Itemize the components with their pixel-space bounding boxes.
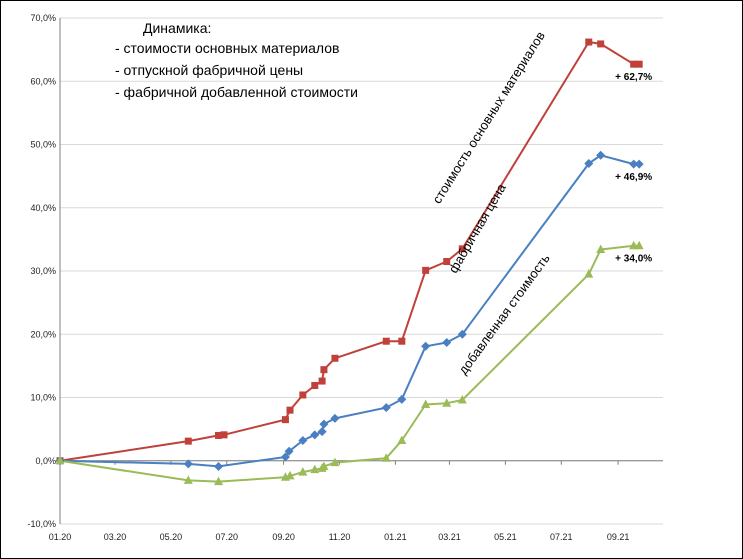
data-point [330, 413, 340, 423]
data-label-end: + 34,0% [615, 254, 652, 265]
data-label-end: + 46,9% [615, 172, 652, 183]
data-point [319, 461, 329, 470]
data-point [330, 457, 340, 467]
data-point [220, 431, 228, 439]
y-tick-label: -10,0% [27, 519, 56, 529]
data-point [421, 341, 431, 351]
series-name-label: стоимость основных материалов [429, 29, 548, 207]
data-point [311, 381, 319, 389]
data-point [280, 452, 290, 462]
data-point [286, 406, 294, 414]
x-tick-label: 09.21 [607, 532, 630, 542]
markers-group [55, 38, 644, 486]
data-point [299, 391, 307, 399]
y-tick-label: 0,0% [35, 456, 56, 466]
series-line-2 [59, 244, 640, 483]
data-point [596, 150, 606, 160]
data-point [422, 266, 430, 274]
y-tick-label: 50,0% [30, 140, 56, 150]
data-point [596, 244, 606, 253]
y-tick-label: 40,0% [30, 203, 56, 213]
data-point [382, 337, 390, 345]
data-point [398, 337, 406, 345]
data-point [597, 40, 605, 48]
legend-line-2: - отпускной фабричной цены [115, 62, 303, 78]
data-point [585, 38, 593, 46]
y-tick-label: 70,0% [30, 13, 56, 23]
data-point [630, 60, 638, 68]
y-tick-label: 60,0% [30, 76, 56, 86]
series-line-0 [59, 41, 640, 462]
x-tick-label: 11.20 [329, 532, 351, 542]
legend-line-3: - фабричной добавленной стоимости [115, 84, 358, 100]
data-point [381, 453, 391, 462]
data-point [55, 455, 65, 465]
data-point [281, 416, 289, 424]
data-point [318, 377, 326, 385]
data-point [310, 430, 320, 440]
data-point [381, 403, 391, 413]
data-point [629, 159, 639, 169]
x-tick-label: 05.20 [160, 532, 183, 542]
series-group [59, 41, 640, 483]
data-point [421, 399, 431, 408]
data-point [298, 436, 308, 446]
x-tick-label: 01.21 [384, 532, 407, 542]
x-tick-label: 05.21 [494, 532, 517, 542]
data-point [634, 240, 644, 250]
data-point [183, 475, 193, 484]
data-point [635, 60, 643, 68]
x-tick-label: 03.21 [438, 532, 461, 542]
data-point [215, 431, 223, 439]
data-point [457, 329, 467, 339]
y-tick-label: 10,0% [30, 393, 56, 403]
x-tick-label: 03.20 [104, 532, 127, 542]
data-point [319, 419, 329, 429]
data-point [183, 459, 193, 469]
data-point [397, 394, 407, 404]
data-point [284, 446, 294, 456]
data-point [443, 258, 451, 266]
data-point [285, 470, 295, 480]
y-tick-label: 30,0% [30, 266, 56, 276]
data-point [442, 337, 452, 347]
data-point [320, 366, 328, 374]
series-name-label: фабричная цена [445, 180, 509, 275]
data-point [298, 467, 308, 476]
data-point [584, 158, 594, 168]
data-point [634, 159, 644, 169]
axes: -10,0% 0,0% 10,0% 20,0% 30,0% 40,0% 50,0% 60,0%… [27, 13, 663, 542]
data-point [317, 427, 327, 437]
y-tick-label: 20,0% [30, 329, 56, 339]
data-point [457, 395, 467, 404]
x-tick-label: 07.20 [216, 532, 239, 542]
x-tick-label: 07.21 [550, 532, 573, 542]
chart-title: Динамика: [143, 20, 211, 36]
x-tick-label: 09.20 [272, 532, 295, 542]
data-point [214, 461, 224, 471]
data-point [458, 245, 466, 253]
data-point [397, 435, 407, 445]
x-tick-label: 01.20 [49, 532, 72, 542]
data-point [310, 464, 320, 474]
data-label-end: + 62,7% [615, 72, 652, 83]
data-point [214, 476, 224, 486]
data-point [584, 269, 594, 278]
data-point [442, 398, 452, 407]
data-point [331, 354, 339, 362]
data-point [184, 437, 192, 445]
legend-line-1: - стоимости основных материалов [115, 40, 339, 56]
